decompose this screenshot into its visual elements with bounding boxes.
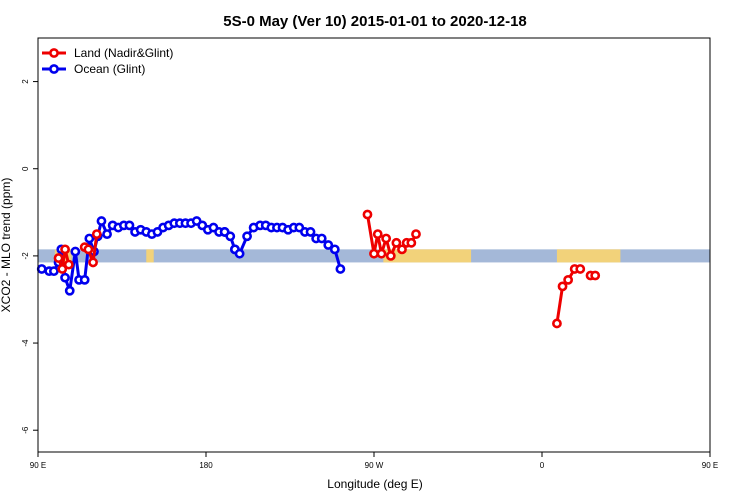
land-point-2-5 (385, 250, 396, 261)
land-point-3-0 (552, 318, 562, 329)
ocean-point-0-10 (84, 233, 95, 244)
band-land-3 (556, 249, 621, 263)
ocean-point-0-7 (70, 246, 81, 257)
ocean-point-2-18 (335, 264, 346, 274)
y-tick-label-2: -2 (21, 252, 30, 260)
legend-land-marker (49, 48, 59, 58)
land-point-2-3 (376, 248, 387, 259)
ocean-point-0-18 (124, 220, 135, 231)
land-point-0-1 (57, 264, 68, 274)
ocean-point-2-2 (242, 231, 252, 242)
land-point-1-1 (83, 244, 94, 255)
land-series-line-0 (57, 247, 71, 271)
ocean-point-0-13 (96, 216, 107, 226)
x-tick-label-1: 180 (199, 461, 213, 470)
ocean-point-0-14 (102, 229, 112, 240)
ocean-point-1-1 (225, 231, 236, 242)
y-tick-label-3: -4 (21, 339, 30, 347)
legend-ocean-marker (49, 64, 59, 74)
legend-ocean-label: Ocean (Glint) (74, 62, 145, 76)
land-point-3-2 (563, 274, 574, 285)
y-axis-label: XCO2 - MLO trend (ppm) (0, 178, 13, 313)
ocean-point-2-13 (305, 227, 316, 237)
ocean-point-0-0 (36, 264, 47, 274)
land-point-1-2 (88, 257, 98, 268)
land-point-3-4 (575, 264, 586, 274)
legend: Land (Nadir&Glint) Ocean (Glint) (42, 46, 173, 76)
land-point-2-10 (411, 229, 421, 240)
x-tick-label-2: 90 W (365, 461, 384, 470)
x-axis-label: Longitude (deg E) (327, 477, 422, 491)
band-land-1 (146, 249, 154, 263)
legend-land-label: Land (Nadir&Glint) (74, 46, 173, 60)
ocean-point-0-9 (79, 274, 90, 285)
ocean-point-2-17 (329, 244, 340, 255)
land-point-1-3 (91, 229, 102, 240)
land-point-2-4 (381, 233, 392, 244)
land-point-0-2 (60, 244, 70, 255)
land-point-2-1 (369, 248, 379, 259)
y-tick-label-4: -6 (21, 426, 30, 434)
land-point-2-7 (397, 244, 407, 255)
x-tick-label-0: 90 E (30, 461, 46, 470)
chart-title: 5S-0 May (Ver 10) 2015-01-01 to 2020-12-… (223, 13, 527, 30)
land-point-0-0 (53, 253, 64, 263)
land-point-2-9 (406, 237, 417, 248)
x-tick-label-4: 90 E (702, 461, 718, 470)
land-point-0-3 (63, 259, 74, 270)
land-point-2-2 (372, 229, 383, 240)
x-axis: 90 E 180 90 W 0 90 E (30, 452, 718, 470)
ocean-point-0-5 (60, 272, 70, 283)
land-point-2-6 (391, 237, 402, 248)
band-land-2 (383, 249, 472, 263)
y-tick-label-0: 2 (21, 79, 30, 84)
ocean-point-0-6 (64, 285, 75, 296)
ocean-point-0-2 (48, 266, 59, 277)
series-layer (36, 209, 601, 329)
ocean-point-2-15 (316, 233, 327, 244)
land-point-3-1 (557, 281, 568, 292)
ocean-point-2-1 (234, 248, 245, 259)
land-point-2-0 (362, 209, 373, 220)
x-tick-label-3: 0 (540, 461, 545, 470)
y-axis: 2 0 -2 -4 -6 (21, 79, 38, 434)
ocean-point-2-16 (323, 240, 334, 250)
land-point-4-1 (590, 270, 601, 281)
y-tick-label-1: 0 (21, 166, 30, 171)
